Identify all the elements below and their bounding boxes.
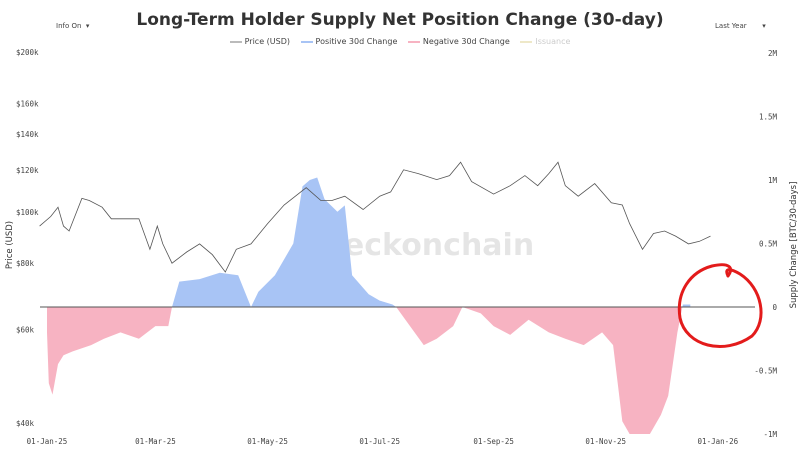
right-tick-label: 2M — [768, 49, 778, 58]
legend-swatch — [229, 40, 242, 43]
right-tick-label: 1M — [768, 176, 778, 185]
legend-label: Issuance — [535, 37, 571, 46]
x-tick-label: 01-Nov-25 — [585, 437, 626, 446]
legend-label: Negative 30d Change — [422, 37, 510, 46]
range-select-label: Last Year — [715, 22, 747, 30]
x-tick-label: 01-Mar-25 — [135, 437, 176, 446]
chevron-down-icon: ▾ — [762, 22, 766, 30]
left-tick-label: $80k — [16, 259, 35, 268]
legend-item-price[interactable]: Price (USD) — [229, 37, 290, 46]
range-select-dropdown[interactable]: Last Year ▾ — [715, 22, 766, 30]
price-line — [39, 161, 711, 273]
legend-swatch — [520, 40, 533, 43]
left-tick-label: $100k — [16, 208, 39, 217]
left-tick-label: $120k — [16, 166, 39, 175]
right-tick-label: -1M — [763, 430, 777, 439]
legend-item-positive[interactable]: Positive 30d Change — [300, 37, 398, 46]
legend-item-negative[interactable]: Negative 30d Change — [407, 37, 510, 46]
red-circle-annotation — [677, 263, 763, 348]
legend-swatch — [407, 40, 420, 43]
x-tick-label: 01-Jan-25 — [27, 437, 68, 446]
left-tick-label: $200k — [16, 48, 39, 57]
left-tick-label: $140k — [16, 130, 39, 139]
x-tick-label: 01-Sep-25 — [473, 437, 514, 446]
legend-item-issuance[interactable]: Issuance — [520, 37, 570, 46]
negative-change-area — [47, 307, 691, 434]
x-tick-label: 01-Jan-26 — [698, 437, 739, 446]
right-tick-label: 0.5M — [759, 240, 778, 249]
right-tick-label: 1.5M — [759, 113, 778, 122]
left-tick-label: $160k — [16, 99, 39, 108]
legend-swatch — [300, 40, 313, 43]
chevron-down-icon: ▾ — [85, 22, 90, 30]
x-tick-label: 01-May-25 — [247, 437, 288, 446]
x-tick-label: 01-Jul-25 — [359, 437, 400, 446]
positive-change-area — [47, 177, 691, 307]
legend: Price (USD) Positive 30d Change Negative… — [0, 37, 800, 46]
right-tick-label: -0.5M — [754, 367, 777, 376]
info-toggle-label: Info On — [56, 22, 82, 30]
legend-label: Price (USD) — [244, 37, 290, 46]
left-tick-label: $60k — [16, 326, 35, 335]
right-tick-label: 0 — [772, 303, 777, 312]
left-tick-label: $40k — [16, 419, 35, 428]
legend-label: Positive 30d Change — [315, 37, 398, 46]
chart-title: Long-Term Holder Supply Net Position Cha… — [136, 10, 664, 30]
info-toggle-dropdown[interactable]: Info On ▾ — [56, 22, 89, 30]
right-axis-label: Supply Change [BTC/30-days] — [789, 182, 799, 309]
left-axis-label: Price (USD) — [5, 221, 15, 269]
